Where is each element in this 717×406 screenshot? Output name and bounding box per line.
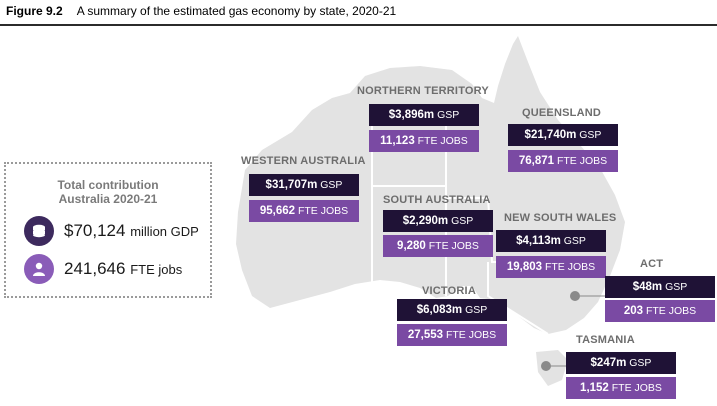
fte-south-australia: 9,280 FTE JOBS — [383, 235, 493, 257]
jobs-metric: 241,646 FTE jobs — [24, 254, 182, 284]
gdp-metric: $70,124 million GDP — [24, 216, 199, 246]
gsp-new-south-wales: $4,113m GSP — [496, 230, 606, 252]
gsp-act: $48m GSP — [605, 276, 715, 298]
fte-northern-territory: 11,123 FTE JOBS — [369, 130, 479, 152]
border-nsw-vic — [487, 262, 549, 335]
fte-new-south-wales: 19,803 FTE JOBS — [496, 256, 606, 278]
figure-title: Figure 9.2 A summary of the estimated gas… — [6, 4, 396, 18]
total-title: Total contribution Australia 2020-21 — [57, 178, 159, 206]
figure-caption: A summary of the estimated gas economy b… — [76, 4, 397, 18]
state-name-western-australia: WESTERN AUSTRALIA — [241, 155, 366, 167]
people-icon — [24, 254, 54, 284]
state-name-queensland: QUEENSLAND — [522, 107, 602, 119]
gdp-text: $70,124 million GDP — [64, 221, 199, 240]
act-marker — [570, 291, 580, 301]
jobs-text: 241,646 FTE jobs — [64, 259, 183, 278]
gsp-queensland: $21,740m GSP — [508, 124, 618, 146]
fte-tasmania: 1,152 FTE JOBS — [566, 377, 676, 399]
gsp-northern-territory: $3,896m GSP — [369, 104, 479, 126]
state-name-new-south-wales: NEW SOUTH WALES — [504, 212, 617, 224]
title-rule — [0, 24, 717, 26]
total-contribution-box: Total contribution Australia 2020-21 $70… — [4, 162, 212, 298]
tasmania-fill — [536, 350, 568, 386]
gsp-victoria: $6,083m GSP — [397, 299, 507, 321]
fte-western-australia: 95,662 FTE JOBS — [249, 200, 359, 222]
state-name-northern-territory: NORTHERN TERRITORY — [357, 85, 489, 97]
fte-act: 203 FTE JOBS — [605, 300, 715, 322]
state-name-tasmania: TASMANIA — [576, 334, 635, 346]
gsp-south-australia: $2,290m GSP — [383, 210, 493, 232]
state-name-act: ACT — [640, 258, 664, 270]
gsp-tasmania: $247m GSP — [566, 352, 676, 374]
gsp-western-australia: $31,707m GSP — [249, 174, 359, 196]
fte-queensland: 76,871 FTE JOBS — [508, 150, 618, 172]
coins-icon — [24, 216, 54, 246]
tasmania-marker — [541, 361, 551, 371]
state-name-victoria: VICTORIA — [422, 285, 476, 297]
state-name-south-australia: SOUTH AUSTRALIA — [383, 194, 491, 206]
fte-victoria: 27,553 FTE JOBS — [397, 324, 507, 346]
figure-label: Figure 9.2 — [6, 4, 63, 18]
